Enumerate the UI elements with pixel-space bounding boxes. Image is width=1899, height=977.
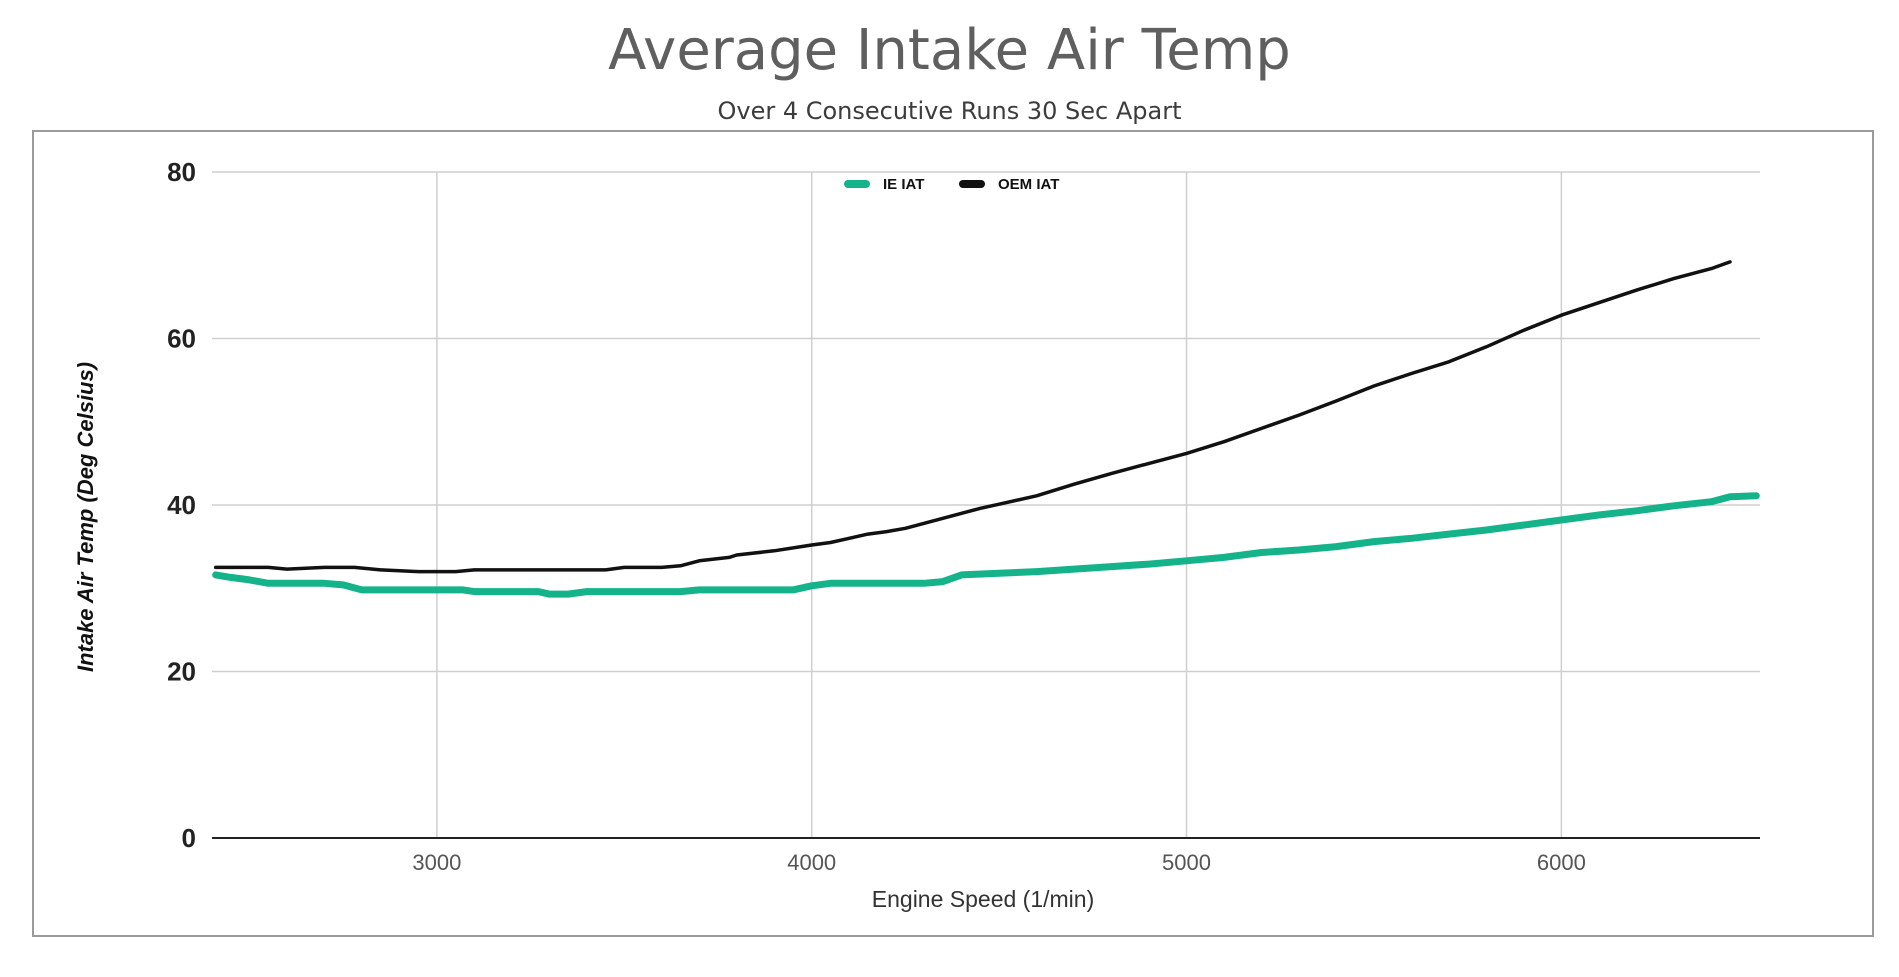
legend-label: IE IAT <box>883 176 924 193</box>
y-tick-label: 40 <box>167 490 196 520</box>
y-axis-label: Intake Air Temp (Deg Celsius) <box>73 362 98 672</box>
legend: IE IAT OEM IAT <box>844 176 1059 193</box>
y-tick-label: 0 <box>182 823 196 853</box>
x-axis-label: Engine Speed (1/min) <box>872 886 1094 912</box>
series-line-oem-iat <box>213 260 1732 574</box>
x-tick-label: 4000 <box>787 850 836 875</box>
plot-frame <box>32 130 1874 937</box>
y-tick-label: 20 <box>167 657 196 687</box>
chart-title: Average Intake Air Temp <box>608 18 1291 83</box>
axes: 0 20 40 60 80 3000 4000 5000 6000 <box>167 157 1760 875</box>
grid-lines <box>212 171 1760 838</box>
series-layer <box>212 260 1760 598</box>
x-tick-label: 3000 <box>412 850 461 875</box>
x-tick-label: 5000 <box>1162 850 1211 875</box>
y-tick-label: 80 <box>167 157 196 187</box>
y-tick-label: 60 <box>167 324 196 354</box>
x-tick-label: 6000 <box>1537 850 1586 875</box>
series-line-ie-iat <box>212 492 1760 598</box>
legend-label: OEM IAT <box>998 176 1059 193</box>
chart-subtitle: Over 4 Consecutive Runs 30 Sec Apart <box>717 97 1182 125</box>
